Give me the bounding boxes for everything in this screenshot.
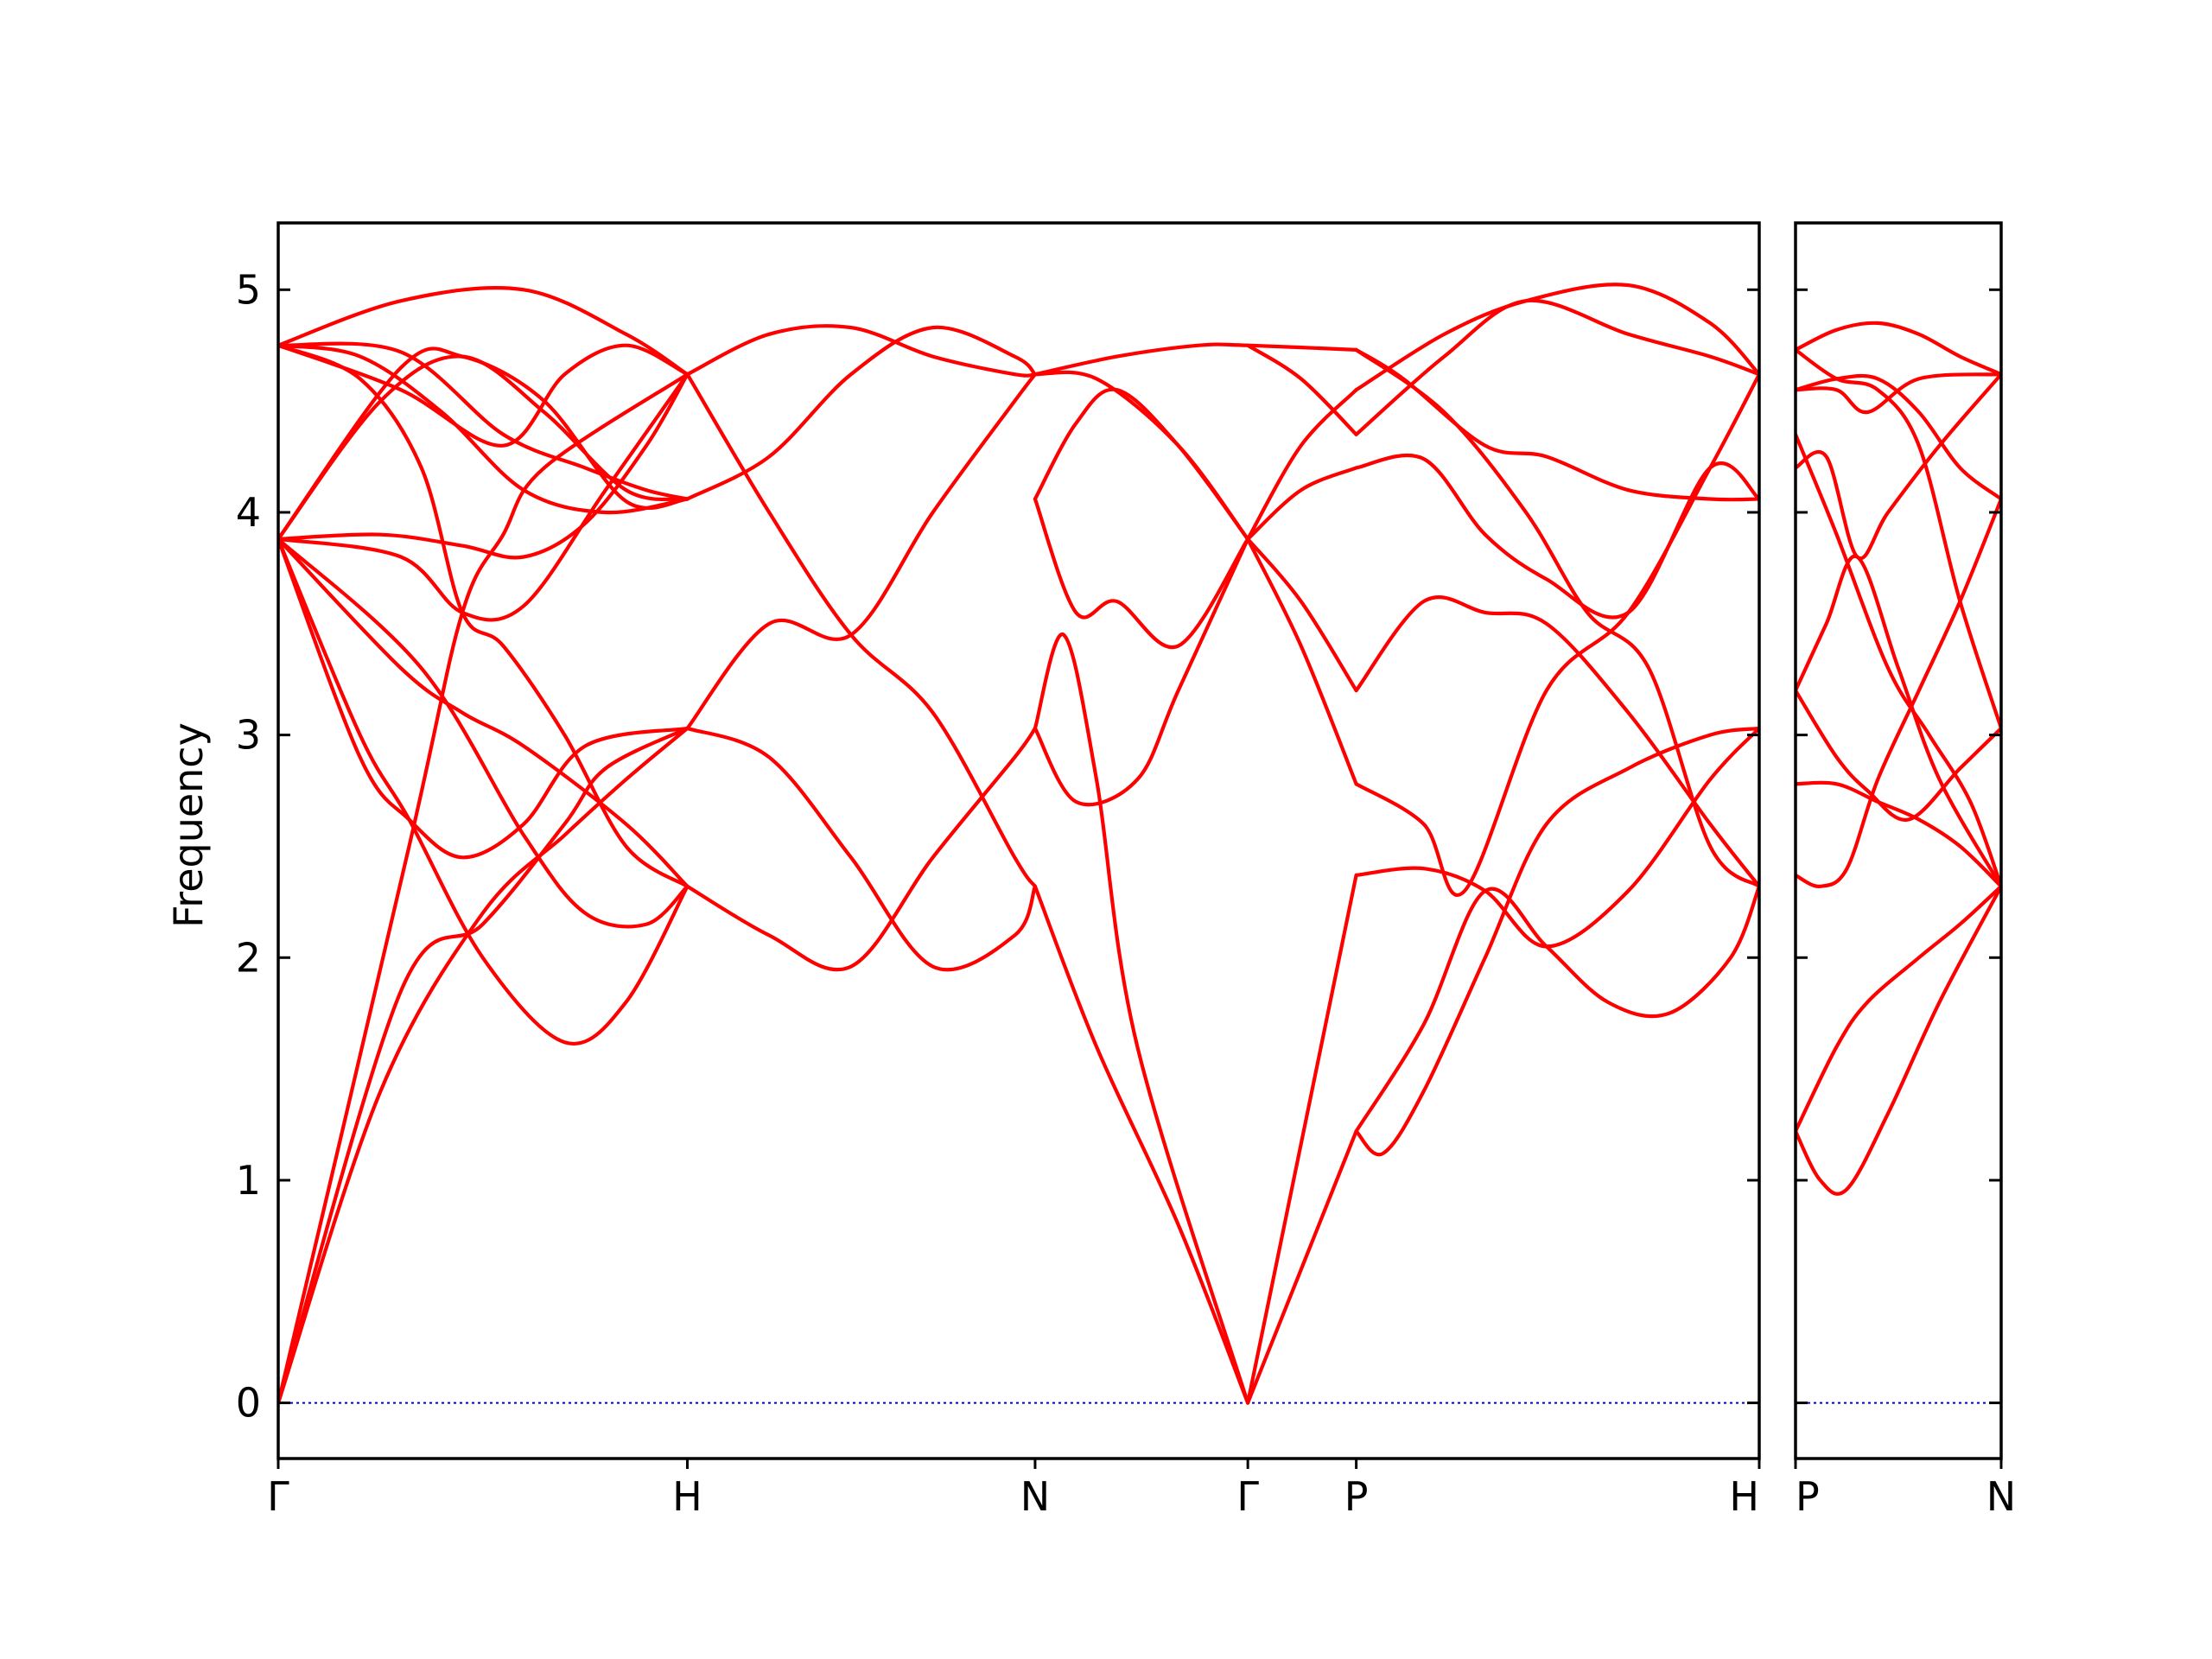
band-line [685,372,1037,888]
band-line [278,343,690,448]
x-tick-label: N [1020,1473,1050,1520]
band-line [1354,726,1759,949]
band-line [685,726,1037,972]
band-line [278,341,690,501]
band-line [1796,347,2001,730]
band-line [278,537,690,888]
band-line [1796,497,2001,888]
band-line [1796,884,2001,1134]
band-line [1796,372,2001,561]
band-line [278,372,690,560]
band-line [1796,321,2001,377]
band-line [1796,689,2001,822]
x-tick-label: Γ [1236,1473,1259,1520]
band-line [278,285,690,377]
y-tick-label: 5 [236,266,261,313]
band-line [1033,370,1250,541]
band-line [1354,726,1759,1157]
band-line [1354,884,1759,1134]
plot-frame [276,221,1761,1460]
band-line [278,343,690,888]
band-line [1354,347,1759,888]
band-line [685,726,1037,972]
x-tick-label: P [1796,1473,1820,1520]
band-line [1354,347,1759,502]
band-line [1246,537,1358,693]
band-line [1033,632,1250,1405]
band-line [278,346,690,541]
band-line [278,372,690,622]
band-line [1796,372,2001,415]
band-line [1033,497,1250,650]
band-line [1033,884,1250,1405]
band-line [1796,780,2001,888]
band-line [1246,343,1358,436]
band-line [685,372,1037,730]
band-line [278,537,690,1046]
band-line [685,325,1037,501]
x-tick-label: H [672,1473,702,1520]
y-tick-label: 0 [236,1380,261,1427]
band-line [278,537,690,860]
x-tick-label: P [1344,1473,1369,1520]
band-line [1033,342,1358,377]
y-tick-label: 4 [236,489,261,536]
x-tick-label: N [1986,1473,2016,1520]
band-line [1796,554,2001,888]
band-line [1246,873,1358,1405]
band-line [1354,283,1759,392]
x-tick-label: H [1729,1473,1759,1520]
band-line [685,324,1037,378]
band-line [278,726,690,1405]
band-line [1246,1129,1358,1405]
band-line [1033,537,1250,807]
band-line [1796,373,2001,501]
band-panel: 0 1 2 3 4 5 Γ H N Γ P H [236,221,1761,1520]
band-line [1246,537,1358,786]
band-line [1246,388,1358,541]
y-tick-label: 2 [236,934,261,981]
band-line [278,372,690,1405]
band-line [1354,298,1759,436]
y-tick-label: 1 [236,1157,261,1204]
band-line [1354,453,1759,620]
band-line [278,537,690,929]
band-line [278,343,690,515]
band-line [1796,432,2001,888]
y-tick-label: 3 [236,712,261,759]
band-line [1246,466,1358,541]
y-axis-label: Frequency [165,722,212,928]
plot-frame [1794,221,2003,1460]
band-line [278,726,690,1405]
band-line [1796,884,2001,1196]
x-tick-label: Γ [267,1473,289,1520]
band-line [1354,595,1759,888]
